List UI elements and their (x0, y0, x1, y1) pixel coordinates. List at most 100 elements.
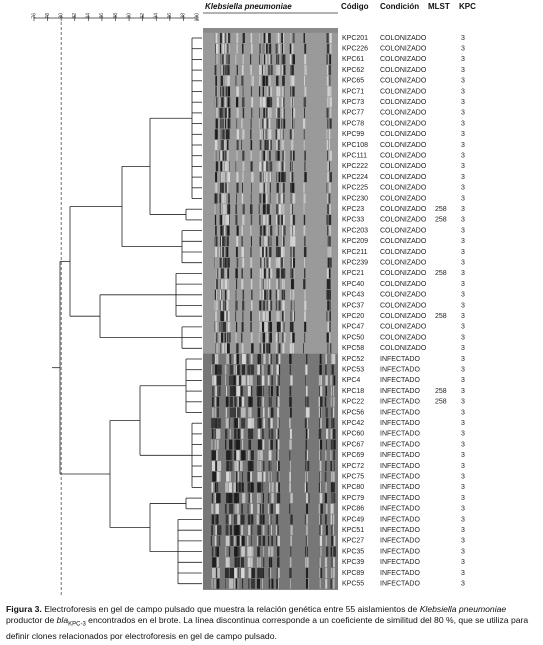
gel-band (220, 268, 223, 279)
gel-band (305, 482, 308, 493)
isolate-condition: COLONIZADO (380, 99, 427, 106)
gel-band (262, 33, 265, 43)
gel-band (248, 578, 250, 589)
gel-band (259, 279, 261, 290)
scale-tick-label: 82 (72, 13, 78, 19)
gel-band (263, 461, 265, 471)
gel-band (277, 33, 280, 43)
gel-band (214, 439, 216, 450)
gel-band (268, 354, 271, 364)
gel-band (220, 225, 223, 236)
gel-band (289, 471, 291, 482)
isolate-condition: COLONIZADO (380, 35, 427, 42)
gel-band (319, 514, 321, 525)
gel-band (227, 129, 229, 140)
gel-band (236, 150, 238, 161)
isolate-code: KPC67 (342, 441, 364, 448)
gel-band (266, 204, 270, 215)
gel-band (326, 129, 328, 140)
gel-band (270, 236, 272, 247)
gel-band (242, 578, 244, 589)
gel-band (262, 428, 264, 439)
gel-band (306, 407, 310, 418)
gel-band (326, 311, 328, 322)
gel-band (289, 43, 292, 54)
gel-band (265, 161, 268, 172)
gel-band (278, 364, 281, 375)
gel-band (276, 471, 280, 482)
gel-band (267, 503, 270, 514)
gel-band (235, 396, 238, 407)
gel-band (215, 332, 218, 343)
gel-band (220, 118, 221, 129)
gel-band (225, 214, 228, 225)
isolate-condition: INFECTADO (380, 484, 420, 491)
gel-band (276, 396, 278, 407)
gel-band (241, 568, 245, 578)
gel-band (224, 225, 225, 236)
gel-band (220, 300, 223, 311)
gel-band (292, 332, 295, 343)
gel-band (262, 129, 264, 140)
gel-band (265, 247, 268, 257)
gel-band (234, 364, 236, 375)
gel-band (225, 321, 227, 332)
isolate-condition: COLONIZADO (380, 249, 427, 256)
gel-band (276, 97, 279, 108)
gel-band (259, 225, 263, 236)
isolate-condition: COLONIZADO (380, 324, 427, 331)
isolate-kpc: 3 (461, 495, 465, 502)
gel-band (226, 386, 228, 397)
gel-band (304, 161, 306, 172)
gel-band (262, 289, 264, 300)
isolate-code: KPC61 (342, 56, 364, 63)
gel-band (292, 225, 296, 236)
gel-band (233, 493, 238, 504)
gel-band (291, 75, 293, 86)
gel-band (258, 332, 260, 343)
gel-band (215, 75, 217, 86)
gel-band (259, 343, 261, 354)
gel-band (211, 375, 216, 386)
gel-band (271, 578, 274, 589)
gel-band (292, 107, 296, 118)
gel-band (303, 279, 306, 290)
gel-band (211, 396, 214, 407)
gel-band (333, 396, 335, 407)
isolate-mlst: 258 (435, 270, 447, 277)
gel-band (319, 578, 321, 589)
gel-band (220, 214, 223, 225)
gel-band (268, 578, 270, 589)
gel-band (268, 396, 270, 407)
gel-band (333, 514, 335, 525)
gel-band (223, 300, 225, 311)
isolate-condition: INFECTADO (380, 463, 420, 470)
gel-band (225, 150, 227, 161)
gel-band (290, 204, 293, 215)
isolate-code: KPC55 (342, 581, 364, 588)
gel-band (250, 86, 253, 97)
gel-band (240, 514, 245, 525)
gel-band (277, 439, 280, 450)
isolate-kpc: 3 (461, 78, 465, 85)
gel-band (250, 311, 252, 322)
gel-band (290, 33, 292, 43)
gel-band (215, 321, 218, 332)
gel-band (326, 97, 329, 108)
gel-band (225, 407, 227, 418)
gel-band (225, 247, 229, 257)
gel-band (222, 54, 224, 65)
gel-band (258, 514, 263, 525)
gel-band (263, 343, 266, 354)
gel-band (241, 65, 244, 76)
gel-band (257, 482, 259, 493)
gel-band (225, 43, 227, 54)
gel-band (276, 236, 279, 247)
gel-band (222, 182, 224, 193)
gel-band (222, 225, 224, 236)
gel-band (214, 182, 218, 193)
gel-band (331, 407, 333, 418)
gel-band (276, 535, 278, 546)
gel-band (227, 150, 229, 161)
gel-band (268, 268, 271, 279)
